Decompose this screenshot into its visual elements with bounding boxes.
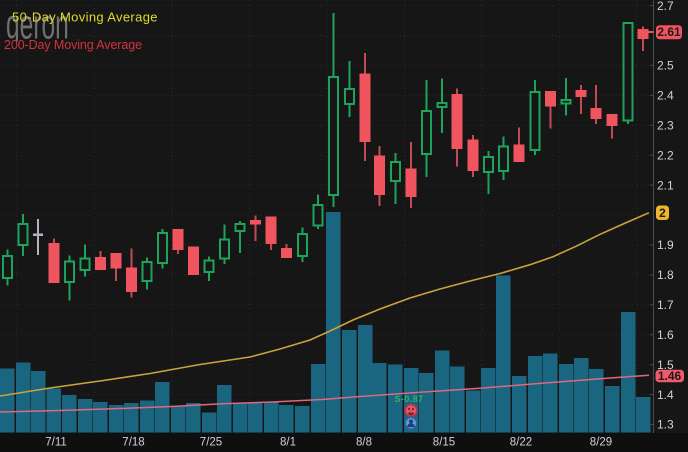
svg-text:1.7: 1.7	[657, 298, 674, 312]
svg-text:1.6: 1.6	[657, 328, 674, 342]
svg-text:8/29: 8/29	[590, 437, 612, 449]
svg-text:2.2: 2.2	[657, 148, 674, 162]
svg-text:2.1: 2.1	[657, 178, 674, 192]
svg-text:1.8: 1.8	[657, 268, 674, 282]
svg-text:7/25: 7/25	[200, 437, 222, 449]
svg-text:2: 2	[659, 206, 666, 220]
svg-text:2.5: 2.5	[657, 59, 674, 73]
svg-text:S-0.87: S-0.87	[395, 394, 424, 404]
svg-text:geron: geron	[6, 2, 69, 48]
svg-text:1.4: 1.4	[657, 388, 674, 402]
svg-text:2.7: 2.7	[657, 0, 674, 13]
svg-text:1.9: 1.9	[657, 238, 674, 252]
svg-text:8/1: 8/1	[280, 437, 296, 449]
svg-text:8/8: 8/8	[356, 437, 372, 449]
svg-text:1.5: 1.5	[657, 358, 674, 372]
svg-text:200-Day Moving Average: 200-Day Moving Average	[4, 38, 142, 52]
svg-text:50-Day Moving Average: 50-Day Moving Average	[12, 10, 158, 25]
svg-text:2.61: 2.61	[657, 25, 681, 39]
svg-text:1.3: 1.3	[657, 418, 674, 432]
svg-text:8/22: 8/22	[510, 437, 532, 449]
svg-text:1.46: 1.46	[658, 369, 682, 383]
svg-text:8/15: 8/15	[433, 437, 455, 449]
svg-text:2.3: 2.3	[657, 119, 674, 133]
svg-text:2.4: 2.4	[657, 89, 674, 103]
svg-text:7/11: 7/11	[45, 437, 67, 449]
svg-text:7/18: 7/18	[122, 437, 144, 449]
